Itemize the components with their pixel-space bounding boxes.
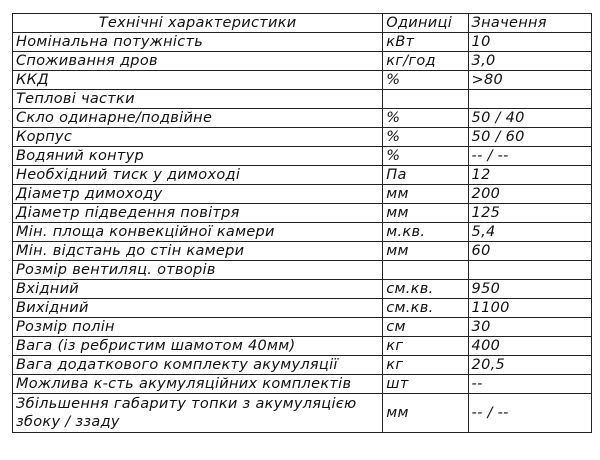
spec-unit-cell: кВт	[382, 32, 469, 52]
table-row: Мін. площа конвекційної камери м.кв. 5,4	[11, 222, 593, 242]
spec-name-cell: Збільшення габариту топки з акумуляцією …	[11, 393, 384, 433]
spec-value-cell: -- / --	[467, 146, 593, 166]
spec-unit-cell: кг/год	[382, 51, 469, 71]
table-row: Вихідний см.кв. 1100	[11, 298, 593, 318]
spec-name-cell: Необхідний тиск у димоході	[11, 165, 384, 185]
table-row: Скло одинарне/подвійне% 50 / 40	[11, 108, 593, 128]
spec-unit-cell: мм	[382, 241, 469, 261]
table-row: ККД% >80	[11, 70, 593, 90]
spec-unit-cell: кг	[382, 336, 469, 356]
spec-name-cell: Діаметр підведення повітря	[11, 203, 384, 223]
spec-name-cell: Розмір полін	[11, 317, 384, 337]
spec-value-cell: 20,5	[467, 355, 593, 375]
spec-name-cell: Корпус	[11, 127, 384, 147]
table-row: Вага додаткового комплекту акумуляції кг 2…	[11, 355, 593, 375]
table-row: Діаметр димоходу мм 200	[11, 184, 593, 204]
spec-value-cell: 3,0	[467, 51, 593, 71]
table-row: Необхідний тиск у димоході Па 12	[11, 165, 593, 185]
technical-specs-table: Технічні характеристики Одиниці Значення…	[11, 13, 593, 433]
spec-value-cell: 125	[467, 203, 593, 223]
spec-value-cell: 1100	[467, 298, 593, 318]
spec-unit-cell: мм	[382, 203, 469, 223]
spec-value-cell: 50 / 60	[467, 127, 593, 147]
spec-unit-cell	[382, 89, 469, 109]
table-row: Розмір вентиляц. отворів	[11, 260, 593, 280]
table-row: Розмір полін см 30	[11, 317, 593, 337]
spec-value-cell: 30	[467, 317, 593, 337]
table-row: Номінальна потужність кВт 10	[11, 32, 593, 52]
spec-value-cell: 12	[467, 165, 593, 185]
spec-value-cell: 400	[467, 336, 593, 356]
spec-value-cell	[467, 89, 593, 109]
table-row: Водяний контур% -- / --	[11, 146, 593, 166]
spec-unit-cell	[382, 260, 469, 280]
spec-name-cell: Номінальна потужність	[11, 32, 384, 52]
table-row: Діаметр підведення повітря мм 125	[11, 203, 593, 223]
spec-unit-cell: см.кв.	[382, 298, 469, 318]
spec-value-cell: --	[467, 374, 593, 394]
spec-value-cell: >80	[467, 70, 593, 90]
spec-value-cell	[467, 260, 593, 280]
spec-name-cell: ККД	[11, 70, 384, 90]
spec-value-cell: -- / --	[467, 393, 593, 433]
table-row: Мін. відстань до стін камери мм 60	[11, 241, 593, 261]
spec-unit-cell: м.кв.	[382, 222, 469, 242]
spec-unit-cell: мм	[382, 393, 469, 433]
spec-name-cell: Водяний контур	[11, 146, 384, 166]
header-characteristics: Технічні характеристики	[11, 13, 384, 33]
table-row: Можлива к-сть акумуляційних комплектів шт…	[11, 374, 593, 394]
spec-name-cell: Вихідний	[11, 298, 384, 318]
spec-name-cell: Вага (із ребристим шамотом 40мм)	[11, 336, 384, 356]
spec-value-cell: 5,4	[467, 222, 593, 242]
spec-name-cell: Мін. відстань до стін камери	[11, 241, 384, 261]
spec-value-cell: 50 / 40	[467, 108, 593, 128]
spec-name-cell: Вхідний	[11, 279, 384, 299]
table-row: Вага (із ребристим шамотом 40мм) кг 400	[11, 336, 593, 356]
spec-value-cell: 10	[467, 32, 593, 52]
header-units: Одиниці	[382, 13, 469, 33]
spec-unit-cell: см.кв.	[382, 279, 469, 299]
spec-name-cell: Мін. площа конвекційної камери	[11, 222, 384, 242]
spec-unit-cell: шт	[382, 374, 469, 394]
spec-unit-cell: %	[382, 127, 469, 147]
spec-name-cell: Можлива к-сть акумуляційних комплектів	[11, 374, 384, 394]
table-row: Вхідний см.кв. 950	[11, 279, 593, 299]
table-row: Збільшення габариту топки з акумуляцією …	[11, 393, 593, 433]
spec-unit-cell: %	[382, 70, 469, 90]
spec-value-cell: 200	[467, 184, 593, 204]
spec-value-cell: 60	[467, 241, 593, 261]
spec-name-cell: Розмір вентиляц. отворів	[11, 260, 384, 280]
spec-name-cell: Скло одинарне/подвійне	[11, 108, 384, 128]
spec-unit-cell: %	[382, 108, 469, 128]
spec-name-cell: Теплові частки	[11, 89, 384, 109]
spec-value-cell: 950	[467, 279, 593, 299]
spec-unit-cell: кг	[382, 355, 469, 375]
table-row: Корпус% 50 / 60	[11, 127, 593, 147]
spec-unit-cell: %	[382, 146, 469, 166]
table-row: Теплові частки	[11, 89, 593, 109]
spec-name-cell: Споживання дров	[11, 51, 384, 71]
spec-unit-cell: Па	[382, 165, 469, 185]
table-row: Споживання дров кг/год 3,0	[11, 51, 593, 71]
table-header-row: Технічні характеристики Одиниці Значення	[11, 13, 593, 33]
spec-unit-cell: см	[382, 317, 469, 337]
header-values: Значення	[467, 13, 593, 33]
spec-unit-cell: мм	[382, 184, 469, 204]
spec-name-cell: Діаметр димоходу	[11, 184, 384, 204]
spec-name-cell: Вага додаткового комплекту акумуляції	[11, 355, 384, 375]
